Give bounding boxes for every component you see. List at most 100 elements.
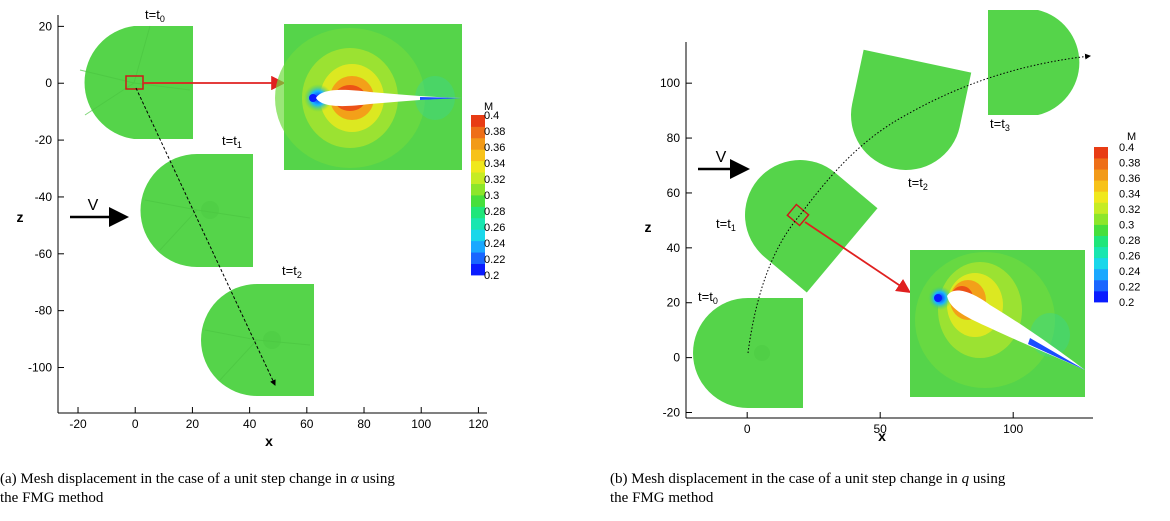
- legend-label: 0.34: [484, 158, 505, 170]
- panel-a-colorbar: M 0.4 0.38 0.36 0.34 0.32 0.3 0.28 0.26 0.24 0.22…: [471, 101, 505, 282]
- caption-b-suffix: using: [969, 471, 1006, 487]
- y-tick-label: 0: [673, 351, 680, 365]
- caption-b-symbol: q: [961, 471, 970, 487]
- caption-a-prefix: (a) Mesh displacement in the case of a u…: [0, 471, 351, 487]
- panel-b-x-label: x: [878, 428, 886, 444]
- legend-swatch: [471, 206, 485, 219]
- legend-swatch: [471, 160, 485, 173]
- legend-swatch: [1094, 147, 1108, 159]
- panel-a-x-label: x: [265, 433, 273, 449]
- caption-a-line2: the FMG method: [0, 490, 104, 506]
- legend-label: 0.36: [484, 142, 505, 154]
- panel-a-label-t1: t=t1: [222, 133, 242, 150]
- legend-label: 0.34: [1119, 189, 1140, 201]
- caption-a-suffix: using: [358, 471, 395, 487]
- x-tick-label: 60: [300, 417, 314, 431]
- panel-a-y-label: z: [17, 209, 24, 225]
- panel-a-airfoil: [316, 89, 462, 107]
- panel-b-mesh-t3: [988, 10, 1080, 115]
- caption-b-prefix: (b) Mesh displacement in the case of a u…: [610, 471, 962, 487]
- x-tick-label: 20: [186, 417, 200, 431]
- legend-swatch: [471, 115, 485, 127]
- panel-a-label-t0: t=t0: [145, 7, 165, 24]
- legend-swatch: [1094, 224, 1108, 236]
- legend-swatch: [1094, 213, 1108, 225]
- legend-label: 0.36: [1119, 173, 1140, 185]
- panel-b-label-t3: t=t3: [990, 116, 1010, 133]
- legend-swatch: [471, 195, 485, 207]
- legend-label: 0.3: [1119, 220, 1134, 232]
- panel-a-velocity-label: V: [88, 197, 99, 214]
- panel-a-legend-title: M: [484, 101, 493, 113]
- legend-swatch: [471, 126, 485, 139]
- legend-swatch: [1094, 246, 1108, 259]
- panel-b-label-t0: t=t0: [698, 289, 718, 306]
- panel-a-label-t2: t=t2: [282, 263, 302, 280]
- x-tick-label: 0: [132, 417, 139, 431]
- x-tick-label: 100: [1003, 422, 1023, 436]
- panel-b-y-label: z: [645, 219, 652, 235]
- legend-label: 0.2: [484, 270, 499, 282]
- panel-b-mesh-t1: [745, 160, 878, 293]
- x-tick-label: 50: [874, 422, 888, 436]
- y-tick-label: 20: [39, 19, 53, 33]
- legend-label: 0.22: [1119, 282, 1140, 294]
- legend-label: 0.32: [484, 174, 505, 186]
- legend-swatch: [471, 229, 485, 242]
- legend-label: 0.28: [484, 206, 505, 218]
- y-tick-label: 20: [667, 296, 681, 310]
- legend-label: 0.28: [1119, 235, 1140, 247]
- legend-swatch: [1094, 191, 1108, 203]
- legend-label: 0.32: [1119, 204, 1140, 216]
- panel-b-x-ticks: 0 50 100: [744, 412, 1024, 436]
- y-tick-label: -100: [28, 361, 52, 375]
- panel-b-legend-title: M: [1127, 131, 1136, 143]
- panel-b-mesh-t2: [851, 49, 972, 170]
- y-tick-label: 80: [667, 131, 681, 145]
- legend-swatch: [471, 240, 485, 253]
- legend-label: 0.4: [1119, 142, 1134, 154]
- legend-swatch: [1094, 169, 1108, 181]
- x-tick-label: 120: [468, 417, 488, 431]
- y-tick-label: 60: [667, 186, 681, 200]
- legend-label: 0.24: [1119, 266, 1140, 278]
- x-tick-label: 0: [744, 422, 751, 436]
- legend-label: 0.26: [1119, 251, 1140, 263]
- y-tick-label: -60: [35, 247, 53, 261]
- caption-a: (a) Mesh displacement in the case of a u…: [0, 470, 560, 508]
- legend-swatch: [1094, 279, 1108, 292]
- legend-swatch: [471, 252, 485, 264]
- legend-swatch: [1094, 290, 1108, 303]
- panel-a-flow-field: [275, 24, 462, 170]
- legend-swatch: [1094, 158, 1108, 170]
- legend-label: 0.2: [1119, 297, 1134, 309]
- y-tick-label: 40: [667, 241, 681, 255]
- legend-swatch: [1094, 235, 1108, 248]
- y-tick-label: -80: [35, 304, 53, 318]
- panel-b: 0 50 100 100 80 60 40 20 0 -20 x z t=t0 t=t1 t=t…: [645, 10, 1140, 444]
- legend-swatch: [1094, 257, 1108, 270]
- y-tick-label: 0: [45, 76, 52, 90]
- legend-swatch: [471, 183, 485, 196]
- legend-swatch: [471, 172, 485, 184]
- panel-a-x-ticks: -20 0 20 40 60 80 100 120: [69, 407, 489, 431]
- y-tick-label: -40: [35, 190, 53, 204]
- panel-b-zoom-box: [786, 203, 810, 227]
- legend-label: 0.24: [484, 238, 505, 250]
- panel-b-zoom-arrow: [804, 221, 911, 294]
- legend-label: 0.38: [1119, 158, 1140, 170]
- caption-a-symbol: α: [350, 471, 359, 487]
- x-tick-label: 100: [411, 417, 431, 431]
- panel-b-label-t1: t=t1: [716, 216, 736, 233]
- panel-b-y-ticks: 100 80 60 40 20 0 -20: [660, 76, 692, 420]
- panel-b-velocity-label: V: [716, 149, 727, 166]
- panel-a-y-ticks: 20 0 -20 -40 -60 -80 -100: [28, 19, 64, 375]
- caption-b-line2: the FMG method: [610, 490, 714, 506]
- legend-swatch: [1094, 180, 1108, 192]
- panel-b-label-t2: t=t2: [908, 175, 928, 192]
- legend-swatch: [471, 263, 485, 276]
- panel-b-flow-field: [910, 250, 1085, 397]
- legend-label: 0.38: [484, 126, 505, 138]
- panel-b-colorbar: M 0.4 0.38 0.36 0.34 0.32 0.3 0.28 0.26 0.24 0.22…: [1094, 131, 1140, 309]
- legend-label: 0.22: [484, 254, 505, 266]
